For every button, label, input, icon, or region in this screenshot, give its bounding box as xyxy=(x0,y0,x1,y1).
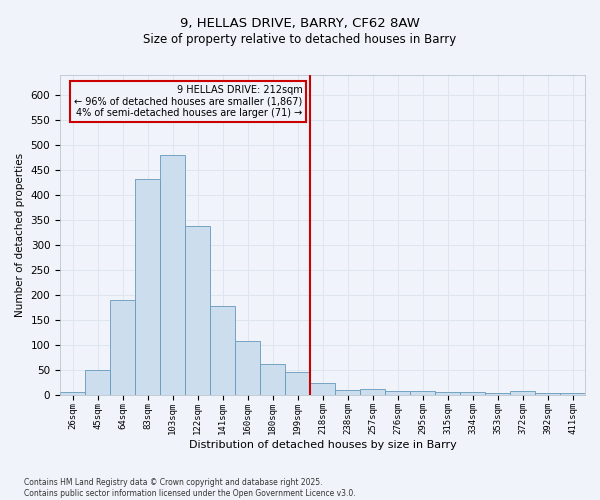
Bar xyxy=(360,389,385,394)
Text: 9, HELLAS DRIVE, BARRY, CF62 8AW: 9, HELLAS DRIVE, BARRY, CF62 8AW xyxy=(180,18,420,30)
Text: Size of property relative to detached houses in Barry: Size of property relative to detached ho… xyxy=(143,32,457,46)
Y-axis label: Number of detached properties: Number of detached properties xyxy=(15,152,25,317)
Bar xyxy=(335,390,360,394)
Bar xyxy=(285,372,310,394)
Bar xyxy=(485,393,510,394)
Bar xyxy=(85,370,110,394)
Text: 9 HELLAS DRIVE: 212sqm
← 96% of detached houses are smaller (1,867)
4% of semi-d: 9 HELLAS DRIVE: 212sqm ← 96% of detached… xyxy=(74,85,302,118)
Bar xyxy=(460,392,485,394)
Bar xyxy=(310,383,335,394)
Text: Contains HM Land Registry data © Crown copyright and database right 2025.
Contai: Contains HM Land Registry data © Crown c… xyxy=(24,478,356,498)
Bar xyxy=(560,393,585,394)
Bar xyxy=(210,306,235,394)
Bar xyxy=(435,392,460,394)
Bar xyxy=(535,393,560,394)
Bar xyxy=(60,392,85,394)
Bar xyxy=(110,300,135,394)
Bar xyxy=(160,155,185,394)
Bar xyxy=(185,226,210,394)
Bar xyxy=(410,390,435,394)
Bar xyxy=(260,364,285,394)
Bar xyxy=(510,391,535,394)
X-axis label: Distribution of detached houses by size in Barry: Distribution of detached houses by size … xyxy=(188,440,457,450)
Bar xyxy=(385,390,410,394)
Bar xyxy=(135,179,160,394)
Bar xyxy=(235,341,260,394)
